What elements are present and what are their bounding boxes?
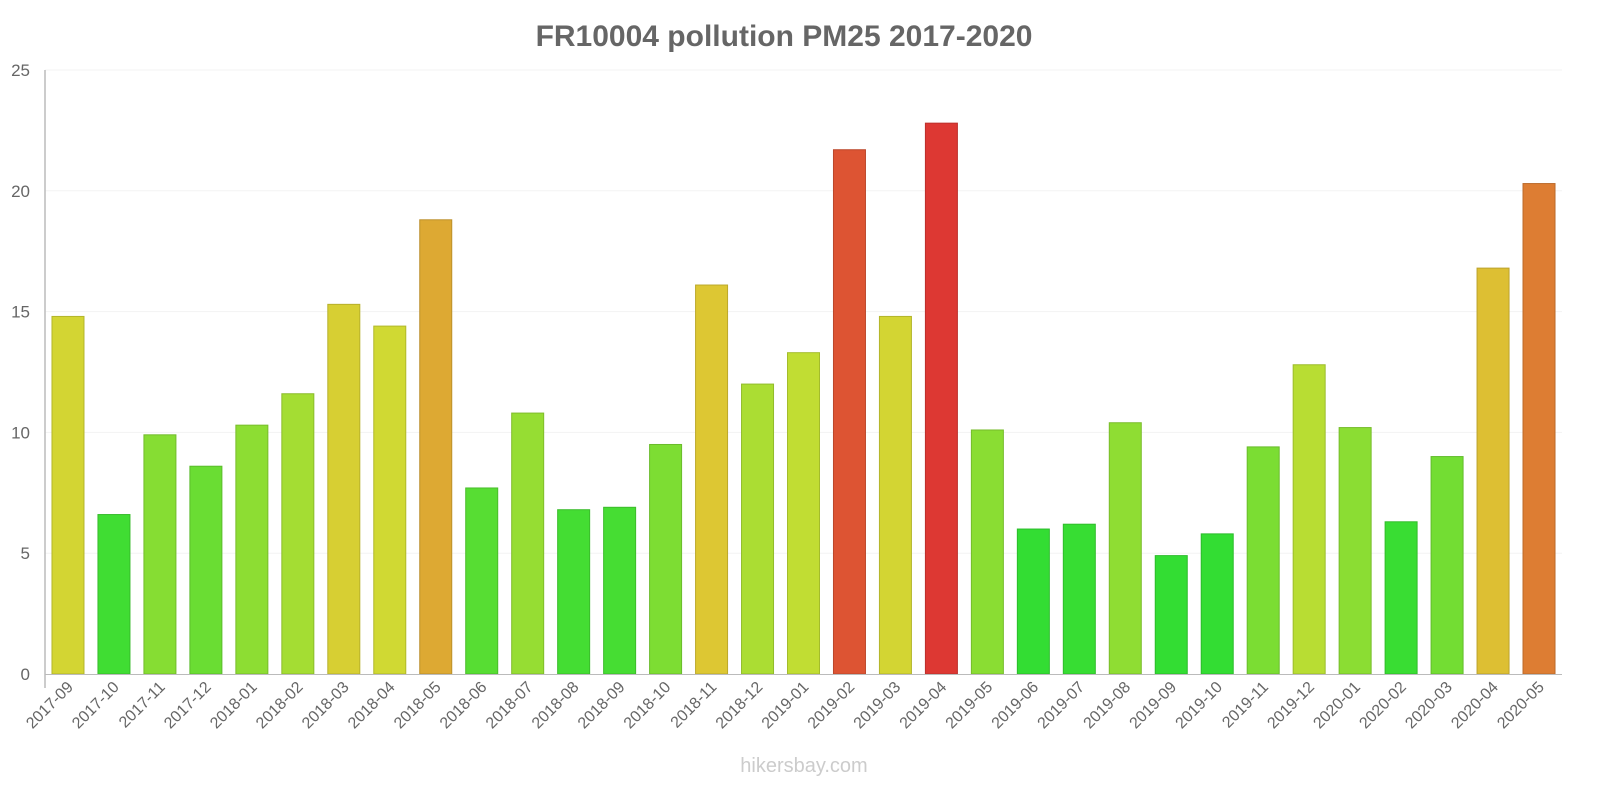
bar-2017-12 bbox=[189, 465, 223, 675]
bar-2018-05 bbox=[419, 219, 453, 675]
bar-2019-08 bbox=[1108, 422, 1142, 675]
x-tick-label: 2019-01 bbox=[759, 679, 813, 733]
x-tick-label: 2018-11 bbox=[668, 679, 721, 732]
x-tick-label: 2020-02 bbox=[1356, 679, 1410, 733]
x-tick-label: 2019-12 bbox=[1264, 679, 1318, 733]
x-tick-label: 2018-12 bbox=[713, 679, 767, 733]
bar-2018-08 bbox=[557, 509, 591, 675]
x-tick-label: 2019-11 bbox=[1219, 679, 1272, 732]
x-tick-label: 2018-03 bbox=[299, 679, 353, 733]
y-tick-label: 25 bbox=[11, 61, 30, 80]
bar-2019-07 bbox=[1062, 523, 1096, 675]
bar-2020-05 bbox=[1522, 183, 1556, 675]
x-tick-label: 2018-06 bbox=[437, 679, 491, 733]
bar-2019-03 bbox=[878, 315, 912, 675]
y-tick-label: 10 bbox=[11, 423, 30, 442]
x-tick-label: 2019-05 bbox=[943, 679, 997, 733]
x-tick-label: 2019-10 bbox=[1173, 679, 1227, 733]
bar-2020-04 bbox=[1476, 267, 1510, 675]
x-tick-label: 2018-10 bbox=[621, 679, 675, 733]
y-tick-label: 0 bbox=[21, 665, 30, 684]
bar-2018-07 bbox=[511, 412, 545, 675]
bar-2019-11 bbox=[1246, 446, 1280, 675]
bar-2018-09 bbox=[603, 506, 637, 675]
bar-2019-01 bbox=[787, 352, 820, 675]
x-tick-label: 2020-04 bbox=[1448, 679, 1502, 733]
bar-2019-12 bbox=[1292, 364, 1326, 675]
y-tick-label: 15 bbox=[11, 303, 30, 322]
bar-2020-01 bbox=[1338, 427, 1372, 675]
bar-2019-10 bbox=[1200, 533, 1234, 675]
x-tick-label: 2019-09 bbox=[1127, 679, 1181, 733]
bar-2020-03 bbox=[1430, 456, 1464, 675]
x-tick-label: 2019-07 bbox=[1035, 679, 1089, 733]
bar-2019-06 bbox=[1016, 528, 1050, 675]
x-tick-label: 2020-03 bbox=[1402, 679, 1456, 733]
bar-2018-10 bbox=[649, 443, 683, 675]
bar-2019-04 bbox=[924, 122, 958, 675]
bar-2017-09 bbox=[51, 315, 85, 675]
x-tick-label: 2017-12 bbox=[161, 679, 215, 733]
chart-title: FR10004 pollution PM25 2017-2020 bbox=[536, 20, 1033, 53]
x-tick-label: 2018-02 bbox=[253, 679, 307, 733]
x-tick-label: 2019-03 bbox=[851, 679, 905, 733]
x-tick-label: 2019-08 bbox=[1081, 679, 1135, 733]
x-tick-label: 2017-10 bbox=[69, 679, 123, 733]
x-tick-label: 2020-05 bbox=[1494, 679, 1548, 733]
bar-2018-11 bbox=[695, 284, 729, 675]
bar-2018-12 bbox=[741, 383, 775, 675]
x-tick-label: 2018-09 bbox=[575, 679, 629, 733]
bar-2018-02 bbox=[281, 393, 315, 675]
bar-2019-05 bbox=[970, 429, 1004, 675]
x-tick-label: 2019-06 bbox=[989, 679, 1043, 733]
x-tick-label: 2017-09 bbox=[23, 679, 77, 733]
y-tick-label: 20 bbox=[11, 182, 30, 201]
x-tick-label: 2018-05 bbox=[391, 679, 445, 733]
bar-2019-09 bbox=[1154, 555, 1188, 675]
bar-2018-01 bbox=[235, 424, 269, 675]
bar-2019-02 bbox=[832, 149, 866, 675]
x-tick-label: 2018-01 bbox=[207, 679, 261, 733]
bar-2017-11 bbox=[143, 434, 177, 675]
bar-2017-10 bbox=[97, 514, 131, 675]
x-tick-label: 2018-08 bbox=[529, 679, 583, 733]
x-tick-label: 2020-01 bbox=[1310, 679, 1364, 733]
y-tick-label: 5 bbox=[21, 544, 30, 563]
bar-2018-04 bbox=[373, 325, 407, 675]
x-tick-label: 2019-04 bbox=[897, 679, 951, 733]
bar-2020-02 bbox=[1384, 521, 1418, 675]
x-tick-label: 2018-07 bbox=[483, 679, 537, 733]
x-tick-label: 2018-04 bbox=[345, 679, 399, 733]
bar-2018-06 bbox=[465, 487, 499, 675]
x-tick-label: 2019-02 bbox=[805, 679, 859, 733]
x-tick-label: 2017-11 bbox=[116, 679, 169, 732]
bar-2018-03 bbox=[327, 303, 361, 675]
watermark: hikersbay.com bbox=[740, 755, 867, 777]
